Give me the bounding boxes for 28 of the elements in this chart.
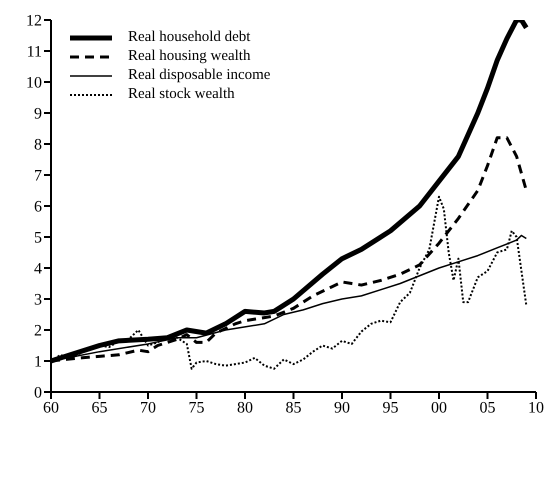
legend-label: Real household debt <box>128 28 250 47</box>
x-tick-label: 00 <box>431 399 447 416</box>
legend-label: Real disposable income <box>128 66 270 85</box>
y-tick-label: 10 <box>26 74 42 92</box>
y-tick-label: 6 <box>34 198 42 216</box>
x-tick-label: 60 <box>43 399 59 416</box>
legend-label: Real stock wealth <box>128 85 235 104</box>
x-tick-label: 10 <box>528 399 544 416</box>
y-tick-label: 1 <box>34 354 42 371</box>
x-tick-label: 70 <box>140 399 156 416</box>
x-tick-label: 75 <box>188 399 204 416</box>
x-tick-label: 90 <box>334 399 350 416</box>
y-tick-label: 5 <box>34 230 42 247</box>
y-tick-label: 0 <box>34 384 42 402</box>
y-tick-label: 3 <box>34 292 42 309</box>
y-tick-label: 9 <box>34 106 42 123</box>
legend-label: Real housing wealth <box>128 47 250 66</box>
x-tick-label: 95 <box>382 399 398 416</box>
y-tick-label: 12 <box>26 12 42 30</box>
y-tick-label: 4 <box>34 260 42 278</box>
y-tick-label: 2 <box>34 322 42 340</box>
x-tick-label: 65 <box>92 399 108 416</box>
y-tick-label: 7 <box>34 168 42 185</box>
y-tick-label: 8 <box>34 136 42 154</box>
x-tick-label: 85 <box>286 399 302 416</box>
x-tick-label: 80 <box>237 399 253 416</box>
y-tick-label: 11 <box>26 44 42 61</box>
x-tick-label: 05 <box>480 399 496 416</box>
